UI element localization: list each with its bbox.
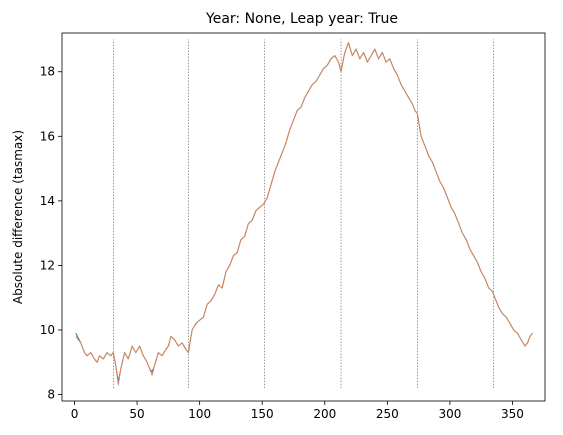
x-tick-label: 200: [313, 407, 336, 421]
series-group: [75, 42, 533, 386]
series-line-1: [75, 42, 533, 386]
x-tick-label: 50: [129, 407, 144, 421]
y-tick-label: 10: [40, 323, 55, 337]
y-axis: 8 10 12 14 16 18: [40, 65, 62, 402]
chart-title: Year: None, Leap year: True: [205, 11, 398, 27]
series-line-0: [75, 42, 533, 383]
y-axis-label: Absolute difference (tasmax): [11, 130, 25, 304]
x-tick-label: 100: [188, 407, 211, 421]
x-tick-label: 300: [438, 407, 461, 421]
y-tick-label: 18: [40, 65, 55, 79]
x-tick-label: 0: [71, 407, 79, 421]
y-tick-label: 14: [40, 194, 55, 208]
x-axis: 0 50 100 150 200 250 300 350: [71, 401, 524, 421]
x-tick-label: 150: [251, 407, 274, 421]
y-tick-label: 8: [47, 388, 55, 402]
plot-frame: [61, 32, 546, 402]
month-divider-lines: [113, 39, 494, 389]
x-tick-label: 250: [376, 407, 399, 421]
y-tick-label: 12: [40, 258, 55, 272]
x-tick-label: 350: [501, 407, 524, 421]
y-tick-label: 16: [40, 129, 55, 143]
